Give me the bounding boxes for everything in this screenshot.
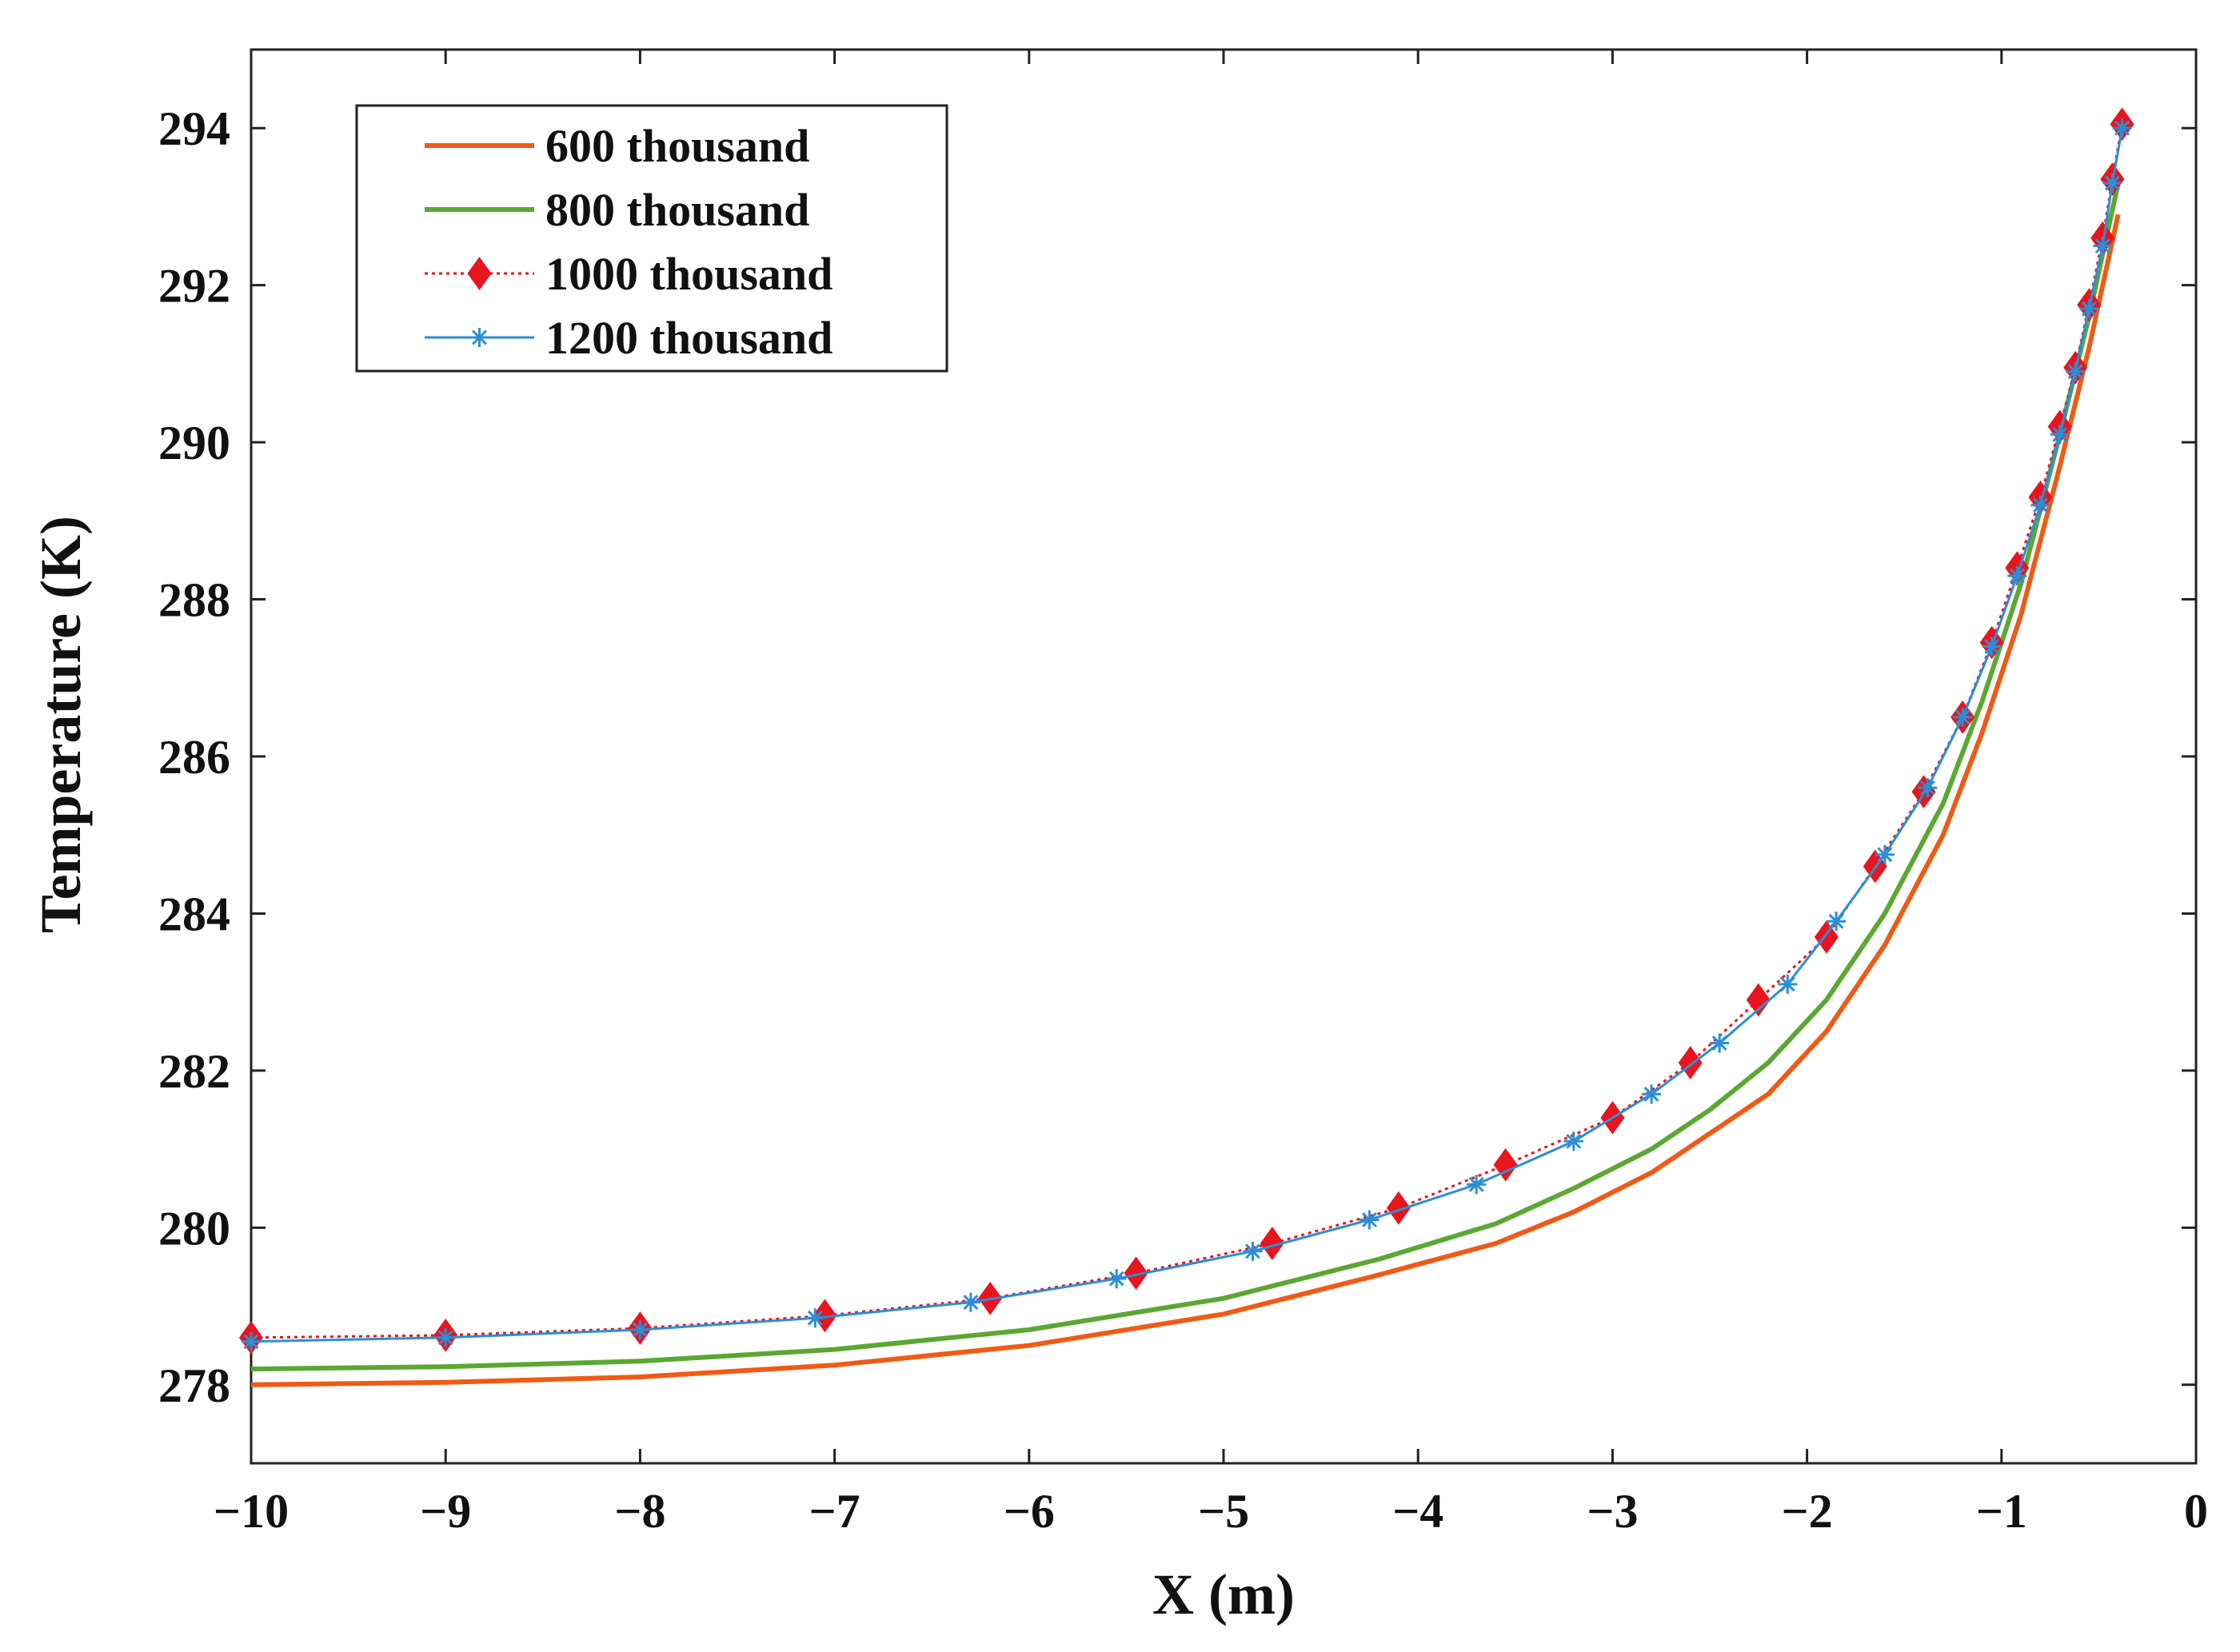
asterisk-stroke [963, 1295, 979, 1311]
series-600-thousand [250, 213, 2121, 1387]
series-line [250, 182, 2121, 1372]
data-point-asterisk [1467, 1175, 1487, 1195]
data-point-asterisk [2050, 425, 2070, 445]
x-tick-label: −4 [1392, 1485, 1443, 1538]
asterisk-stroke [1984, 639, 2000, 654]
data-point-asterisk [1563, 1131, 1583, 1151]
x-tick-label: −5 [1198, 1485, 1249, 1538]
x-axis-title: X (m) [1152, 1562, 1295, 1626]
data-point-asterisk [1918, 778, 1938, 798]
asterisk-stroke [2081, 301, 2097, 317]
x-tick-label: −6 [1004, 1485, 1055, 1538]
data-point-asterisk [2102, 173, 2122, 193]
asterisk-stroke [1955, 709, 1970, 725]
x-tick-label: −7 [809, 1485, 860, 1538]
asterisk-stroke [1108, 1271, 1124, 1287]
asterisk-stroke [472, 329, 487, 345]
data-point-asterisk [1953, 707, 1973, 727]
x-tick-label: −2 [1781, 1485, 1832, 1538]
data-point-asterisk [1642, 1084, 1662, 1104]
asterisk-stroke [2009, 568, 2025, 584]
x-tick-label: 0 [2184, 1485, 2208, 1538]
series-layer [238, 107, 2134, 1387]
asterisk-stroke [2067, 364, 2083, 380]
asterisk-stroke [1711, 1035, 1727, 1051]
data-point-asterisk [2112, 118, 2132, 138]
asterisk-stroke [2104, 175, 2120, 191]
data-point-diamond [467, 257, 492, 290]
y-tick-label: 284 [158, 888, 230, 940]
asterisk-stroke [632, 1322, 648, 1338]
data-point-diamond [1124, 1256, 1148, 1291]
data-point-asterisk [1778, 974, 1798, 994]
y-axis-title: Temperature (K) [29, 516, 93, 933]
asterisk-stroke [1245, 1243, 1260, 1259]
asterisk-stroke [1919, 780, 1935, 796]
x-tick-label: −3 [1587, 1485, 1638, 1538]
data-point-diamond [1260, 1227, 1284, 1260]
data-point-asterisk [2007, 566, 2027, 586]
y-tick-label: 290 [158, 417, 230, 469]
data-point-asterisk [2066, 361, 2086, 381]
asterisk-stroke [1566, 1133, 1582, 1149]
data-point-asterisk [1710, 1033, 1730, 1053]
y-tick-label: 286 [158, 731, 230, 784]
data-point-diamond [1746, 983, 1771, 1017]
y-tick-label: 294 [158, 102, 230, 155]
asterisk-stroke [243, 1334, 259, 1350]
x-tick-label: −10 [214, 1485, 289, 1538]
y-tick-label: 282 [158, 1045, 230, 1098]
data-point-asterisk [960, 1292, 980, 1312]
x-tick-label: −8 [614, 1485, 665, 1538]
asterisk-stroke [1779, 976, 1795, 992]
y-tick-label: 278 [158, 1359, 230, 1412]
data-point-asterisk [242, 1331, 261, 1351]
asterisk-stroke [437, 1330, 453, 1346]
asterisk-stroke [1877, 847, 1893, 863]
legend-label: 1000 thousand [545, 248, 833, 300]
y-tick-label: 280 [158, 1202, 230, 1255]
y-tick-label: 288 [158, 574, 230, 627]
asterisk-stroke [1361, 1212, 1377, 1227]
data-point-asterisk [2079, 299, 2099, 319]
series-1200-thousand [242, 118, 2132, 1351]
data-point-asterisk [805, 1308, 825, 1328]
asterisk-stroke [2094, 238, 2110, 254]
legend-label: 800 thousand [545, 184, 809, 236]
asterisk-stroke [1828, 913, 1844, 929]
x-tick-label: −9 [420, 1485, 471, 1538]
series-line [250, 127, 2124, 1343]
series-line [250, 213, 2121, 1387]
series-800-thousand [250, 182, 2121, 1372]
data-point-asterisk [630, 1320, 650, 1340]
asterisk-stroke [2114, 120, 2130, 136]
data-point-diamond [1493, 1147, 1518, 1182]
data-point-asterisk [436, 1327, 456, 1347]
asterisk-stroke [807, 1310, 823, 1326]
data-point-asterisk [1360, 1210, 1380, 1230]
data-point-asterisk [1243, 1241, 1263, 1261]
data-point-diamond [1814, 920, 1839, 954]
data-point-asterisk [1982, 636, 2002, 656]
legend: 600 thousand 800 thousand 1000 thousand 120… [355, 104, 948, 373]
data-point-asterisk [1107, 1269, 1127, 1289]
y-tick-label: 292 [158, 260, 230, 313]
data-point-asterisk [2093, 236, 2113, 256]
asterisk-stroke [2032, 497, 2048, 513]
asterisk-stroke [1643, 1086, 1659, 1102]
data-point-diamond [1386, 1191, 1411, 1225]
data-point-asterisk [469, 328, 489, 347]
x-tick-label: −1 [1976, 1485, 2027, 1538]
legend-box [355, 104, 948, 373]
data-point-asterisk [2030, 495, 2050, 515]
data-point-asterisk [1875, 844, 1895, 864]
legend-label: 1200 thousand [545, 312, 833, 364]
asterisk-stroke [2052, 426, 2068, 442]
legend-label: 600 thousand [545, 120, 809, 172]
asterisk-stroke [1468, 1176, 1484, 1192]
axis-ticks: −10 −9 −8 −7 −6 −5 −4 −3 −2 −1 0278280282284286288… [158, 50, 2208, 1538]
data-point-asterisk [1827, 912, 1847, 932]
